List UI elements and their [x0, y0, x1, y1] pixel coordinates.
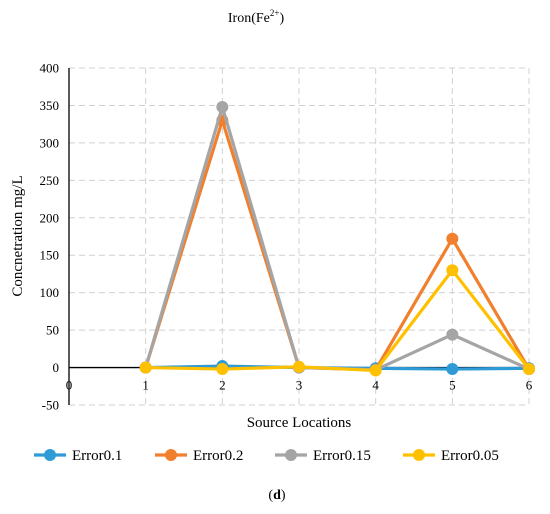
y-tick-labels: -50 0 50 100 150 200 250 300 350 400 — [40, 61, 60, 413]
data-point-error0-05-6 — [523, 363, 535, 376]
legend-label-error0-2: Error0.2 — [193, 448, 243, 464]
y-tick-label-7: 300 — [40, 135, 60, 150]
caption-open: ( — [268, 488, 273, 503]
y-tick-label-4: 150 — [40, 248, 60, 263]
chart-title-close: ) — [279, 11, 284, 26]
data-point-error0-05-1 — [139, 361, 152, 374]
y-tick-label-2: 50 — [46, 323, 59, 338]
data-point-error0-05-3 — [293, 360, 305, 373]
series-line-error0-2 — [144, 118, 531, 372]
y-tick-label-1: 0 — [53, 360, 60, 375]
x-tick-label-1: 1 — [142, 378, 149, 393]
x-tick-label-0: 0 — [66, 378, 73, 393]
x-tick-label-4: 4 — [372, 378, 379, 393]
legend-marker-error0-15 — [285, 449, 297, 461]
y-tick-label-8: 350 — [40, 98, 60, 113]
data-point-error0-05-4 — [369, 364, 382, 377]
data-point-error0-1-5 — [446, 363, 459, 376]
legend: Error0.1 Error0.2 Error0.15 Error0.05 — [34, 448, 499, 464]
chart-title-main: Iron(Fe — [228, 11, 270, 26]
legend-marker-error0-2 — [165, 449, 177, 461]
grid — [69, 67, 530, 406]
data-point-error0-2-5 — [446, 232, 459, 245]
legend-label-error0-15: Error0.15 — [313, 448, 371, 464]
x-tick-label-2: 2 — [219, 378, 226, 393]
legend-label-error0-05: Error0.05 — [441, 448, 499, 464]
x-tick-labels: 0 1 2 3 4 5 6 — [66, 378, 533, 393]
x-tick-label-6: 6 — [526, 378, 533, 393]
x-tick-label-3: 3 — [296, 378, 303, 393]
data-point-error0-15-2 — [216, 100, 229, 113]
data-point-error0-15-5 — [446, 328, 459, 341]
chart-title: Iron(Fe2+) — [228, 8, 285, 26]
legend-label-error0-1: Error0.1 — [72, 448, 122, 464]
legend-marker-error0-05 — [413, 449, 425, 461]
y-tick-label-3: 100 — [40, 285, 60, 300]
caption-close: ) — [281, 488, 286, 503]
data-point-error0-05-5 — [446, 264, 459, 277]
y-axis-label: Concnetration mg/L — [10, 175, 26, 296]
series-layer — [139, 100, 535, 377]
legend-marker-error0-1 — [44, 449, 56, 461]
y-tick-label-5: 200 — [40, 210, 60, 225]
x-axis-label: Source Locations — [247, 415, 352, 431]
y-tick-label-9: 400 — [40, 61, 60, 76]
caption-letter: d — [273, 488, 281, 503]
data-point-error0-05-2 — [216, 363, 229, 376]
x-tick-label-5: 5 — [449, 378, 456, 393]
y-tick-label-6: 250 — [40, 173, 60, 188]
series-line-error0-05 — [145, 268, 531, 373]
chart-title-superscript: 2+ — [270, 8, 280, 18]
y-tick-label-0: -50 — [42, 398, 59, 413]
figure-caption: (d) — [268, 488, 285, 503]
